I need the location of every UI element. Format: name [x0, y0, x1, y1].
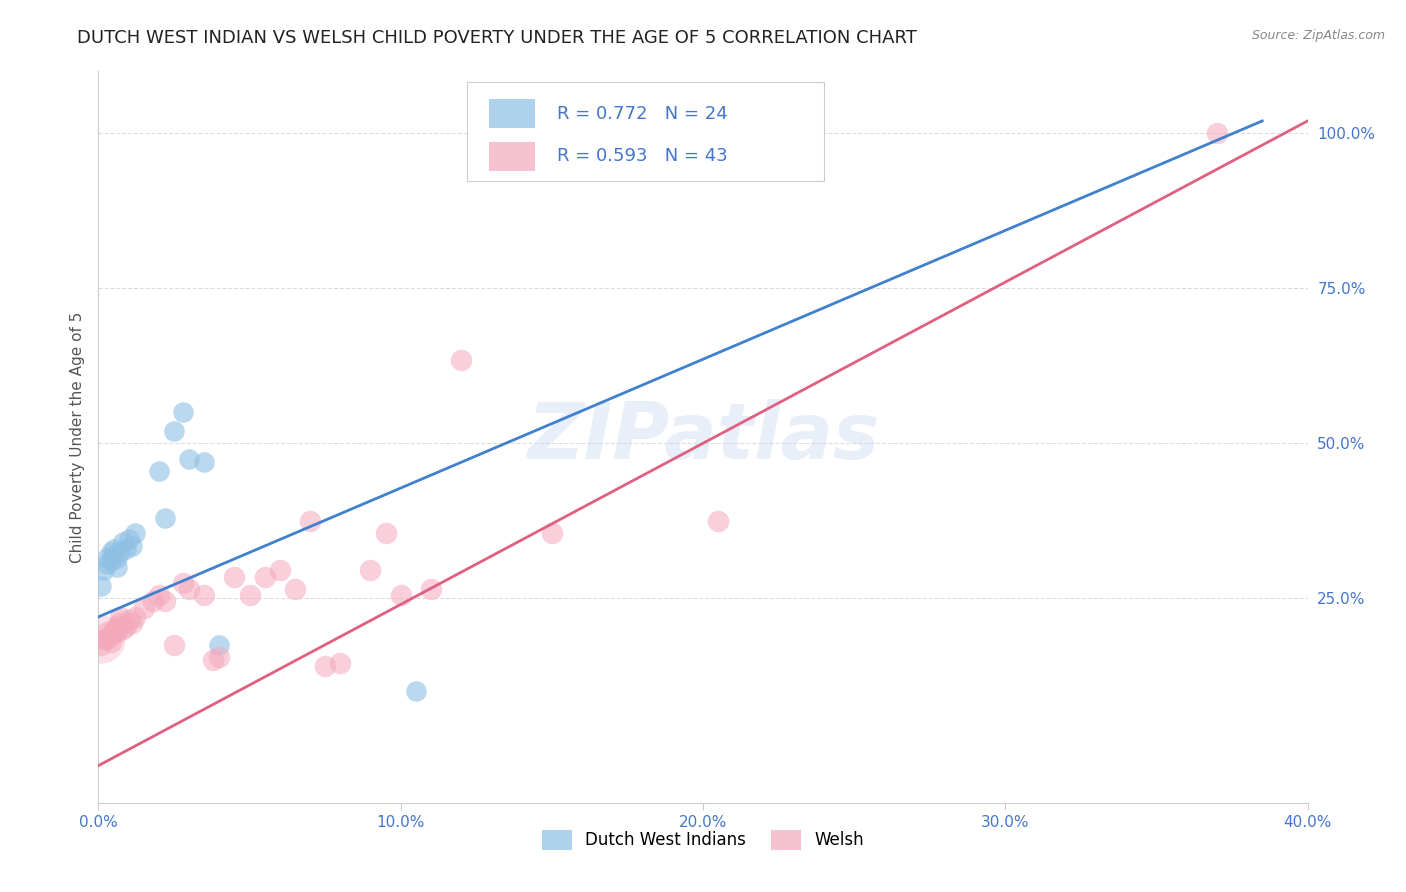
Point	[93, 632, 115, 646]
Text: DUTCH WEST INDIAN VS WELSH CHILD POVERTY UNDER THE AGE OF 5 CORRELATION CHART: DUTCH WEST INDIAN VS WELSH CHILD POVERTY…	[77, 29, 917, 46]
Point	[163, 424, 186, 438]
Point	[96, 632, 118, 646]
Point	[389, 588, 412, 602]
Point	[103, 625, 125, 640]
Point	[103, 541, 125, 556]
Point	[224, 569, 246, 583]
Point	[208, 650, 231, 665]
Point	[329, 657, 352, 671]
Point	[253, 569, 276, 583]
Point	[132, 600, 155, 615]
Point	[114, 619, 136, 633]
Point	[172, 405, 194, 419]
Point	[103, 548, 125, 562]
FancyBboxPatch shape	[489, 99, 534, 128]
Point	[153, 510, 176, 524]
Point	[103, 622, 125, 636]
Y-axis label: Child Poverty Under the Age of 5: Child Poverty Under the Age of 5	[69, 311, 84, 563]
Point	[118, 613, 141, 627]
Point	[208, 638, 231, 652]
Point	[148, 464, 170, 478]
Point	[360, 563, 382, 577]
Point	[105, 560, 128, 574]
Point	[193, 588, 215, 602]
Point	[90, 632, 112, 646]
Text: ZIPatlas: ZIPatlas	[527, 399, 879, 475]
Point	[100, 634, 122, 648]
Point	[284, 582, 307, 596]
Point	[420, 582, 443, 596]
Point	[105, 619, 128, 633]
Legend: Dutch West Indians, Welsh: Dutch West Indians, Welsh	[536, 823, 870, 856]
Point	[124, 526, 146, 541]
Point	[90, 638, 112, 652]
Point	[124, 610, 146, 624]
Point	[193, 455, 215, 469]
Point	[111, 535, 134, 549]
Point	[90, 579, 112, 593]
Point	[142, 594, 165, 608]
Point	[148, 588, 170, 602]
Point	[105, 625, 128, 640]
Point	[299, 514, 322, 528]
Point	[1206, 126, 1229, 140]
Point	[96, 625, 118, 640]
Point	[239, 588, 262, 602]
FancyBboxPatch shape	[467, 82, 824, 181]
Point	[405, 684, 427, 698]
Point	[202, 653, 225, 667]
Point	[374, 526, 396, 541]
Point	[707, 514, 730, 528]
Point	[118, 533, 141, 547]
Point	[111, 622, 134, 636]
Point	[93, 563, 115, 577]
Point	[540, 526, 562, 541]
Point	[179, 582, 201, 596]
Point	[108, 545, 131, 559]
Point	[108, 610, 131, 624]
Point	[100, 545, 122, 559]
Text: R = 0.593   N = 43: R = 0.593 N = 43	[557, 147, 727, 165]
Point	[314, 659, 336, 673]
Point	[179, 451, 201, 466]
Point	[105, 551, 128, 566]
Point	[163, 638, 186, 652]
Point	[100, 554, 122, 568]
Point	[121, 539, 143, 553]
Point	[450, 352, 472, 367]
Point	[108, 615, 131, 630]
Point	[121, 615, 143, 630]
Point	[96, 551, 118, 566]
Point	[96, 557, 118, 571]
Point	[114, 541, 136, 556]
Text: R = 0.772   N = 24: R = 0.772 N = 24	[557, 104, 727, 123]
Text: Source: ZipAtlas.com: Source: ZipAtlas.com	[1251, 29, 1385, 42]
Point	[100, 628, 122, 642]
Point	[153, 594, 176, 608]
FancyBboxPatch shape	[489, 142, 534, 171]
Point	[172, 575, 194, 590]
Point	[269, 563, 291, 577]
